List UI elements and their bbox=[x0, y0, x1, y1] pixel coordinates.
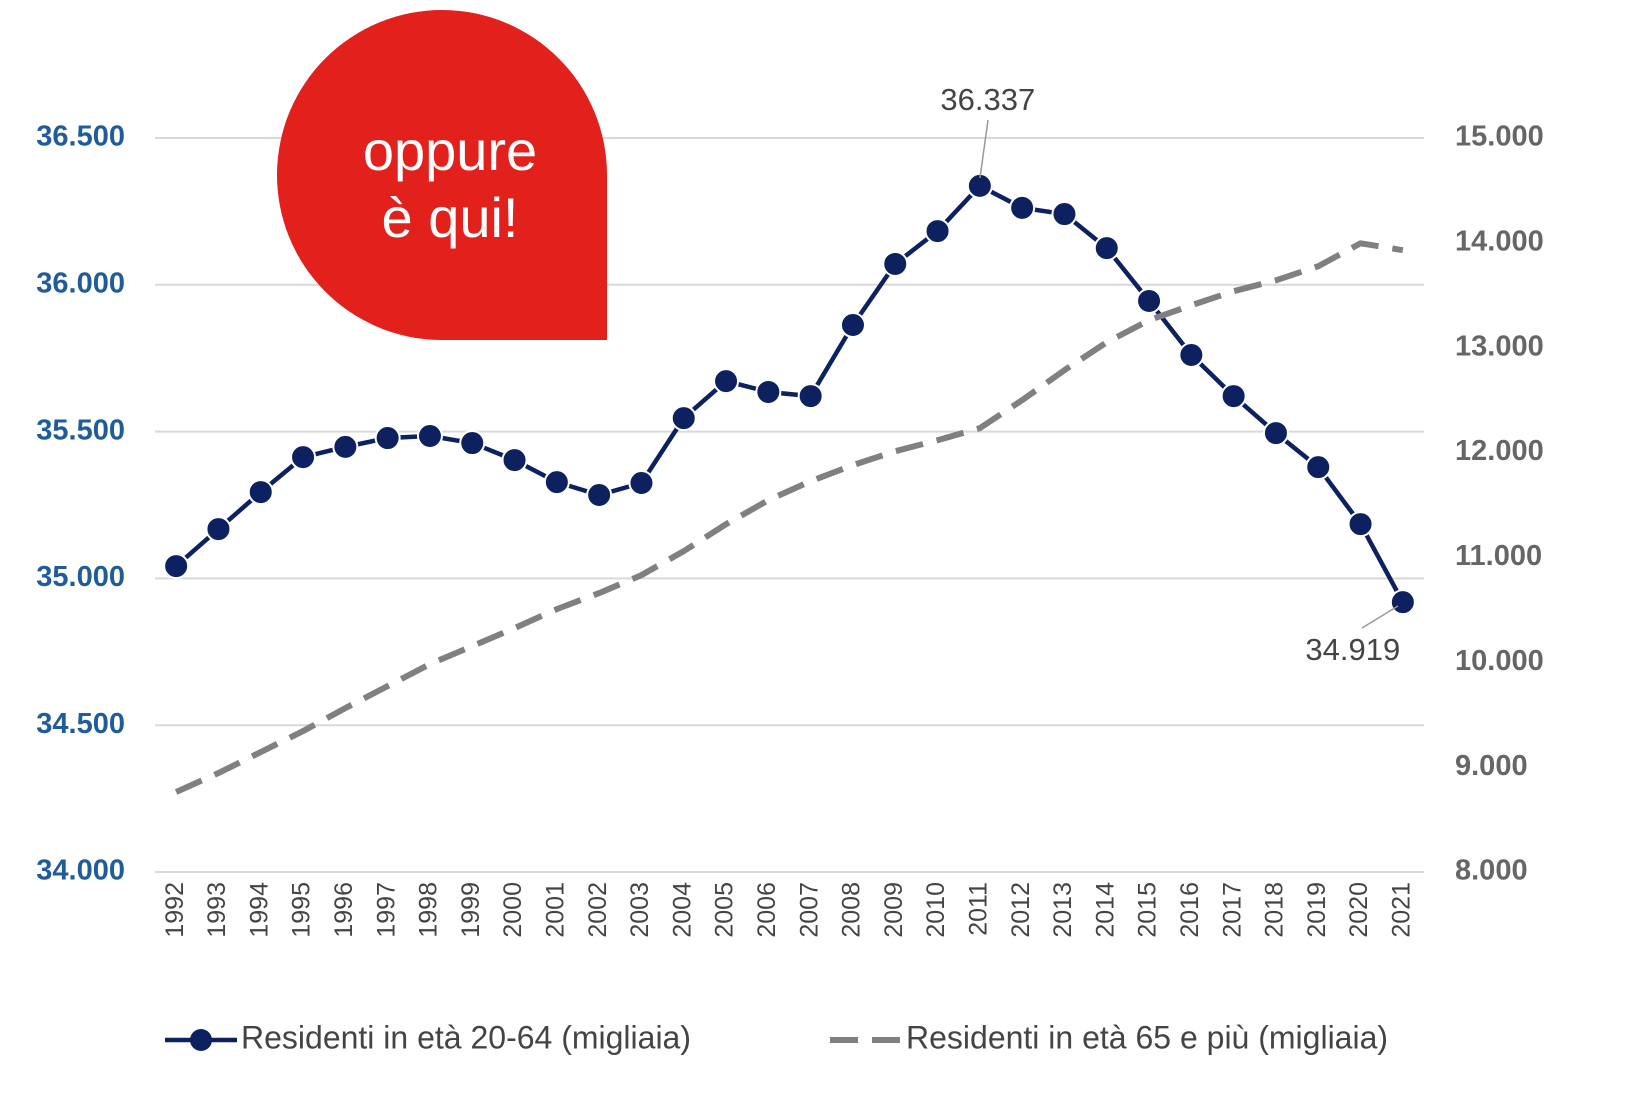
y2-tick-label: 14.000 bbox=[1455, 226, 1544, 258]
x-tick-label: 2013 bbox=[1049, 882, 1077, 938]
callout-text: è qui! bbox=[382, 186, 519, 249]
marker bbox=[586, 482, 613, 509]
callout bbox=[276, 10, 607, 340]
x-tick-label: 1993 bbox=[203, 882, 231, 938]
y2-tick-label: 12.000 bbox=[1455, 435, 1544, 467]
x-tick-label: 2012 bbox=[1007, 882, 1035, 938]
x-tick-label: 2000 bbox=[499, 882, 527, 938]
x-tick-label: 2005 bbox=[711, 882, 739, 938]
leader-line bbox=[1361, 605, 1399, 629]
marker bbox=[1051, 201, 1078, 228]
marker bbox=[670, 405, 697, 432]
x-tick-label: 1994 bbox=[245, 882, 273, 938]
legend-label: Residenti in età 65 e più (migliaia) bbox=[906, 1019, 1388, 1055]
marker bbox=[755, 378, 782, 405]
legend-label: Residenti in età 20-64 (migliaia) bbox=[241, 1019, 691, 1055]
marker bbox=[416, 423, 443, 450]
marker bbox=[882, 250, 909, 277]
marker bbox=[205, 516, 232, 543]
marker bbox=[1009, 194, 1036, 221]
x-tick-label: 1996 bbox=[330, 882, 358, 938]
y2-tick-label: 13.000 bbox=[1455, 330, 1544, 362]
y-tick-label: 35.500 bbox=[36, 414, 125, 446]
marker bbox=[374, 425, 401, 452]
marker bbox=[797, 383, 824, 410]
x-tick-label: 1992 bbox=[161, 882, 189, 938]
x-tick-label: 2010 bbox=[922, 882, 950, 938]
y2-tick-label: 10.000 bbox=[1455, 645, 1544, 677]
x-tick-label: 2021 bbox=[1387, 882, 1415, 938]
leader-line bbox=[979, 119, 989, 179]
marker bbox=[543, 469, 570, 496]
marker bbox=[1220, 383, 1247, 410]
data-label: 34.919 bbox=[1305, 632, 1400, 667]
y2-tick-label: 9.000 bbox=[1455, 750, 1528, 782]
marker bbox=[1347, 511, 1374, 538]
y-tick-label: 35.000 bbox=[36, 561, 125, 593]
marker bbox=[924, 218, 951, 245]
y-tick-label: 36.000 bbox=[36, 267, 125, 299]
marker bbox=[332, 433, 359, 460]
x-tick-label: 2017 bbox=[1218, 882, 1246, 938]
x-tick-label: 1999 bbox=[457, 882, 485, 938]
marker bbox=[163, 553, 190, 580]
y2-tick-label: 8.000 bbox=[1455, 855, 1528, 887]
x-tick-label: 2011 bbox=[964, 882, 992, 936]
y-tick-label: 36.500 bbox=[36, 121, 125, 153]
data-label: 36.337 bbox=[940, 82, 1035, 117]
x-tick-label: 2019 bbox=[1303, 882, 1331, 938]
x-tick-label: 2008 bbox=[838, 882, 866, 938]
x-tick-label: 2014 bbox=[1091, 882, 1119, 938]
x-tick-label: 1998 bbox=[415, 882, 443, 938]
marker bbox=[247, 479, 274, 506]
legend-marker bbox=[190, 1029, 212, 1051]
x-tick-label: 2020 bbox=[1345, 882, 1373, 938]
x-tick-label: 2003 bbox=[626, 882, 654, 938]
x-tick-label: 2009 bbox=[880, 882, 908, 938]
marker bbox=[290, 444, 317, 471]
marker bbox=[501, 447, 528, 474]
x-tick-label: 2016 bbox=[1176, 882, 1204, 938]
callout-text: oppure bbox=[363, 119, 537, 182]
x-tick-label: 1995 bbox=[288, 882, 316, 938]
x-tick-label: 2006 bbox=[753, 882, 781, 938]
marker bbox=[1093, 235, 1120, 262]
marker bbox=[628, 469, 655, 496]
x-tick-label: 2004 bbox=[668, 882, 696, 938]
y2-tick-label: 11.000 bbox=[1455, 540, 1542, 572]
marker bbox=[1178, 341, 1205, 368]
x-tick-label: 2015 bbox=[1134, 882, 1162, 938]
marker bbox=[1389, 589, 1416, 616]
x-tick-label: 2001 bbox=[541, 882, 569, 938]
x-tick-label: 1997 bbox=[372, 882, 400, 938]
plot bbox=[163, 172, 1416, 795]
x-tick-label: 2002 bbox=[584, 882, 612, 938]
y-tick-label: 34.000 bbox=[36, 855, 125, 887]
marker bbox=[1305, 454, 1332, 481]
marker bbox=[839, 312, 866, 339]
y-tick-label: 34.500 bbox=[36, 708, 125, 740]
marker bbox=[1136, 287, 1163, 314]
marker bbox=[459, 430, 486, 457]
marker bbox=[1262, 420, 1289, 447]
x-tick-label: 2007 bbox=[795, 882, 823, 938]
series-line bbox=[174, 240, 1404, 795]
y2-tick-label: 15.000 bbox=[1455, 121, 1544, 153]
x-tick-label: 2018 bbox=[1261, 882, 1289, 938]
marker bbox=[713, 368, 740, 395]
